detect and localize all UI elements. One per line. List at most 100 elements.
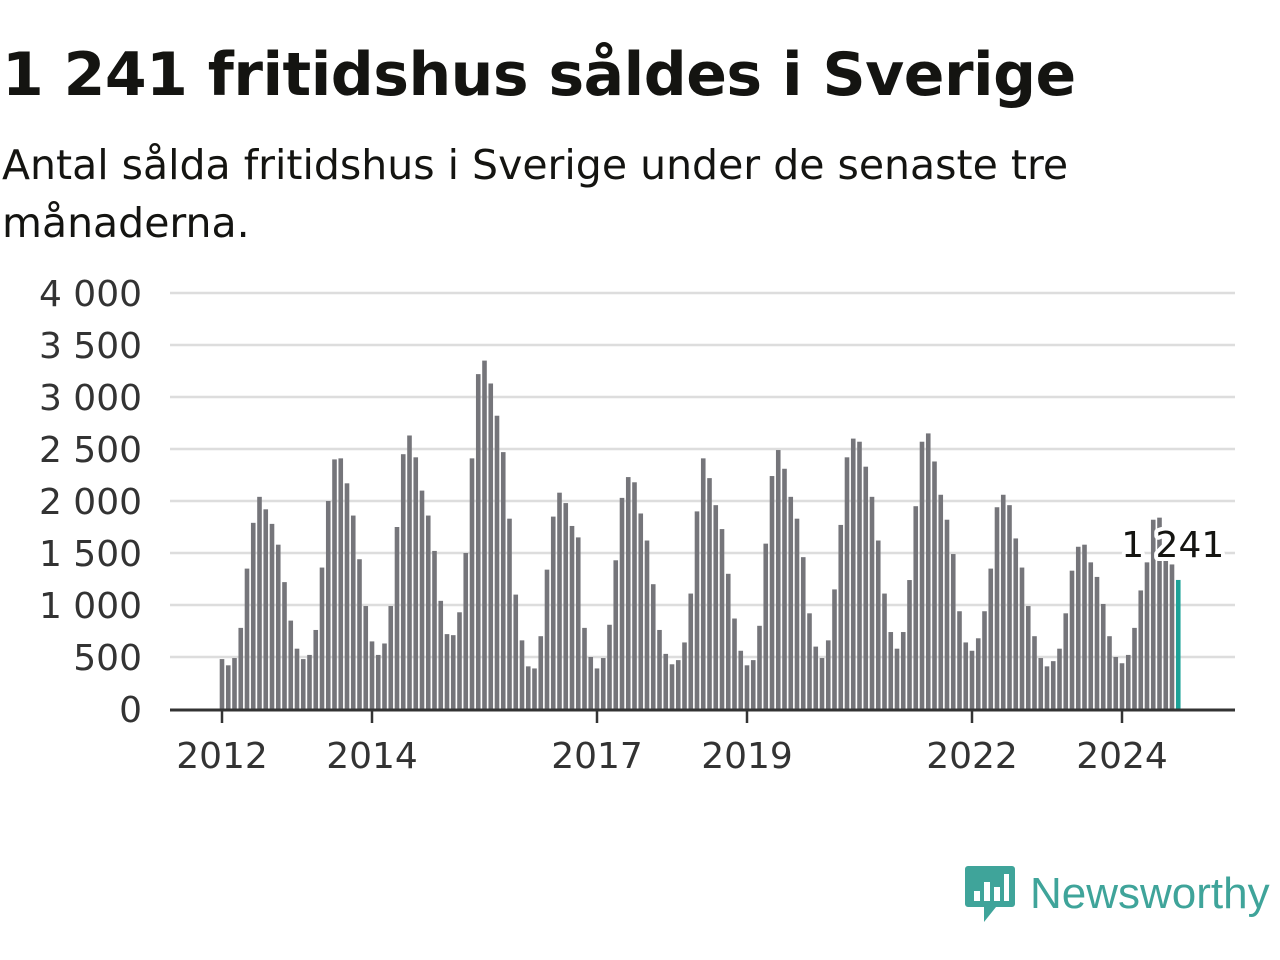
bar — [475, 374, 481, 709]
bar — [313, 629, 319, 709]
x-tick-label: 2019 — [701, 736, 793, 777]
bar — [819, 658, 825, 709]
bar — [838, 524, 844, 709]
bar — [1113, 657, 1119, 709]
bar — [1169, 564, 1175, 709]
bar — [782, 468, 787, 709]
bar — [288, 620, 294, 709]
bar — [869, 496, 875, 709]
bar — [675, 660, 681, 709]
bar — [557, 492, 562, 709]
bar — [1144, 562, 1150, 709]
bar — [525, 666, 531, 709]
bar — [238, 627, 244, 709]
bar — [463, 553, 469, 709]
bar — [519, 640, 525, 709]
bar — [425, 515, 431, 709]
bar — [569, 525, 575, 709]
bar — [438, 600, 444, 709]
bar-latest — [1175, 579, 1181, 709]
bar — [857, 441, 862, 709]
bar — [713, 505, 719, 709]
bar — [1100, 603, 1106, 709]
bar — [1075, 546, 1081, 709]
bar — [638, 513, 644, 709]
y-tick-label: 0 — [119, 690, 142, 731]
x-axis: 2012 2014 2017 2019 2022 2024 — [170, 708, 1235, 777]
bar — [1025, 606, 1031, 709]
bar — [232, 658, 237, 709]
newsworthy-logo: Newsworthy — [964, 864, 1270, 924]
bar — [594, 668, 600, 709]
bar — [807, 613, 812, 709]
bar — [682, 642, 687, 709]
bar — [738, 650, 744, 709]
bar — [550, 516, 556, 709]
bar — [888, 632, 894, 709]
bar — [1044, 666, 1050, 709]
bar — [275, 544, 281, 709]
bar — [1150, 519, 1156, 709]
bar — [432, 550, 437, 709]
bar — [1063, 613, 1069, 709]
bar — [788, 496, 794, 709]
bar — [1125, 654, 1131, 709]
bar — [1082, 544, 1087, 709]
bar — [444, 634, 450, 709]
bar — [1050, 661, 1056, 709]
bar — [732, 618, 737, 709]
y-tick-label: 1 500 — [39, 534, 142, 575]
bar — [969, 650, 975, 709]
bar — [1119, 663, 1125, 709]
bar — [844, 457, 850, 709]
brand-name: Newsworthy — [1030, 869, 1270, 918]
bar — [1007, 505, 1012, 709]
bar — [644, 540, 650, 709]
bar — [1132, 627, 1137, 709]
bar — [813, 646, 819, 709]
bar — [225, 665, 231, 709]
bar — [619, 497, 625, 709]
y-tick-label: 2 500 — [39, 430, 142, 471]
bar — [269, 523, 275, 709]
bar — [938, 494, 944, 709]
bar — [875, 540, 881, 709]
bar — [957, 611, 962, 709]
bar — [507, 518, 512, 709]
bar — [907, 580, 912, 709]
bars — [219, 360, 1181, 709]
bar — [588, 657, 594, 709]
y-tick-label: 1 000 — [39, 586, 142, 627]
bar — [482, 360, 487, 709]
bar — [850, 438, 856, 709]
bar — [219, 659, 225, 709]
x-tick-label: 2012 — [176, 736, 268, 777]
last-value-annotation: 1 241 — [1117, 521, 1228, 570]
bar — [775, 450, 781, 709]
bar — [600, 658, 606, 709]
bar — [282, 582, 287, 709]
last-value-label: 1 241 — [1121, 525, 1224, 566]
bar — [925, 433, 931, 709]
bar — [369, 641, 375, 709]
bar — [950, 554, 956, 709]
bar — [375, 654, 381, 709]
bar — [794, 518, 800, 709]
bar — [1019, 567, 1025, 709]
x-tick-label: 2024 — [1076, 736, 1168, 777]
bar — [494, 415, 500, 709]
bar — [663, 653, 669, 709]
bar — [488, 383, 494, 709]
x-tick-label: 2014 — [326, 736, 418, 777]
bar — [1107, 636, 1112, 709]
bar — [325, 501, 331, 709]
bar — [257, 496, 262, 709]
bar — [350, 515, 356, 709]
y-tick-label: 3 500 — [39, 326, 142, 367]
bar — [450, 635, 456, 709]
bar — [763, 543, 769, 709]
bar — [769, 476, 775, 709]
bar — [513, 594, 519, 709]
bar — [625, 477, 631, 709]
